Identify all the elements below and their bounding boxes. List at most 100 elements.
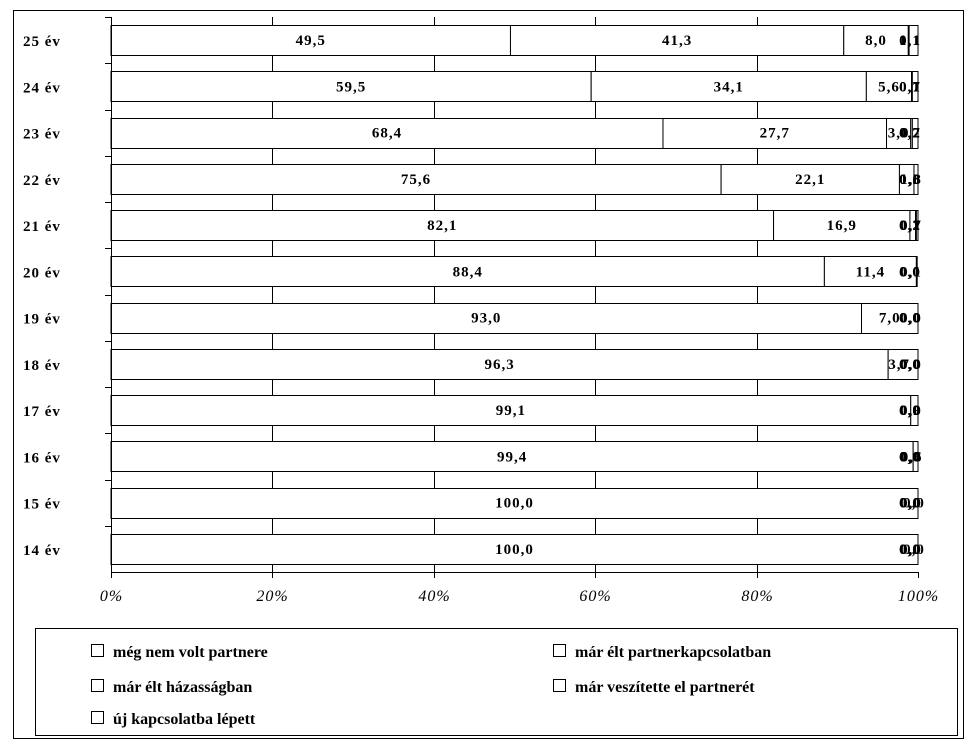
data-label: 41,3 — [662, 33, 692, 49]
data-label: 34,1 — [714, 79, 744, 95]
data-label: 100,0 — [495, 542, 534, 558]
category-label: 23 év — [23, 127, 61, 143]
bar-segment — [773, 210, 911, 241]
bar-segment — [911, 71, 919, 102]
data-label: 0,2 — [899, 126, 921, 142]
data-label: 0,0 — [900, 449, 922, 465]
bar-segment — [110, 210, 775, 241]
data-label: 0,0 — [900, 496, 922, 512]
data-label: 1,1 — [899, 33, 921, 49]
legend-swatch — [91, 711, 104, 724]
data-label: 0,0 — [899, 542, 921, 558]
category-label: 16 év — [23, 450, 61, 466]
data-label: 0,0 — [899, 449, 921, 465]
data-label: 0,0 — [899, 264, 921, 280]
bar-segment — [915, 256, 918, 287]
data-label: 99,4 — [497, 449, 527, 465]
bar-segment — [861, 303, 919, 334]
bar-segment — [865, 71, 913, 102]
bar-segment — [590, 71, 867, 102]
bar-segment — [110, 534, 919, 565]
bar-segment — [912, 441, 919, 472]
bars — [110, 25, 919, 565]
bar-segment — [509, 25, 845, 56]
legend-swatch — [91, 679, 104, 692]
bar-segment — [720, 164, 900, 195]
x-tick-label: 40% — [418, 588, 450, 605]
data-label: 16,9 — [827, 218, 857, 234]
axes: 25 év 24 év 23 év 22 év 21 év 20 év 19 év 18 év… — [23, 17, 939, 605]
gridlines — [272, 17, 758, 572]
category-label: 18 év — [23, 358, 61, 374]
data-label: 0,0 — [900, 403, 922, 419]
data-label: 0,5 — [899, 172, 921, 188]
data-label: 0,0 — [900, 542, 922, 558]
data-label: 0,0 — [899, 357, 921, 373]
data-label: 0,0 — [899, 311, 921, 327]
category-label: 15 év — [23, 497, 61, 513]
data-label: 68,4 — [372, 126, 402, 142]
bar-segment — [110, 488, 919, 519]
bar-segment — [110, 118, 664, 149]
data-label: 82,1 — [427, 218, 457, 234]
category-label: 24 év — [23, 80, 61, 96]
data-label: 96,3 — [484, 357, 514, 373]
x-tick-label: 100% — [898, 588, 939, 605]
category-label: 14 év — [23, 543, 61, 559]
legend-swatch — [91, 644, 104, 657]
data-label: 75,6 — [401, 172, 431, 188]
legend-label: már veszítette el partnerét — [575, 679, 755, 696]
data-label: 0,7 — [900, 218, 922, 234]
x-tick-label: 20% — [256, 588, 288, 605]
bar-segment — [911, 118, 919, 149]
category-label: 20 év — [23, 265, 61, 281]
category-label: 22 év — [23, 173, 61, 189]
data-label: 0,0 — [899, 542, 921, 558]
bar-segment — [110, 441, 914, 472]
data-label: 0,9 — [899, 403, 921, 419]
category-label: 17 év — [23, 404, 61, 420]
data-label: 0,0 — [899, 449, 921, 465]
data-label: 0,0 — [899, 403, 921, 419]
data-label: 0,0 — [903, 496, 925, 512]
bar-segment — [110, 25, 511, 56]
data-label: 22,1 — [795, 172, 825, 188]
x-tick-label: 80% — [741, 588, 773, 605]
data-label: 8,0 — [865, 33, 887, 49]
data-label: 0,0 — [899, 264, 921, 280]
x-tick-label: 0% — [100, 588, 123, 605]
legend-swatch — [553, 679, 566, 692]
data-label: 0,1 — [899, 33, 921, 49]
data-label: 0,1 — [900, 264, 922, 280]
data-label: 0,2 — [899, 218, 921, 234]
bar-segment — [913, 164, 919, 195]
data-label: 0,0 — [900, 311, 922, 327]
data-label: 5,6 — [878, 79, 900, 95]
data-label: 0,7 — [899, 126, 921, 142]
data-label: 27,7 — [760, 126, 790, 142]
bar-segment — [908, 25, 919, 56]
data-label: 0,0 — [899, 172, 921, 188]
data-label: 100,0 — [495, 496, 534, 512]
category-label: 21 év — [23, 219, 61, 235]
data-label: 11,4 — [856, 264, 885, 280]
data-label: 1,8 — [900, 172, 922, 188]
legend-label: már élt házasságban — [113, 679, 252, 696]
data-label: 0,0 — [903, 542, 925, 558]
data-label: 0,0 — [899, 311, 921, 327]
data-label: 0,0 — [899, 357, 921, 373]
legend: még nem volt partnere már élt partnerkapc… — [35, 628, 958, 736]
bar-segment — [823, 256, 917, 287]
data-label: 0,0 — [900, 357, 922, 373]
category-label: 25 év — [23, 34, 61, 50]
legend-label: még nem volt partnere — [113, 644, 268, 661]
bar-segment — [886, 118, 912, 149]
legend-label: új kapcsolatba lépett — [113, 711, 256, 728]
legend-label: már élt partnerkapcsolatban — [575, 644, 771, 661]
data-label: 7,0 — [879, 311, 901, 327]
data-label: 49,5 — [296, 33, 326, 49]
bar-segment — [915, 210, 919, 241]
bar-segment — [110, 349, 889, 380]
